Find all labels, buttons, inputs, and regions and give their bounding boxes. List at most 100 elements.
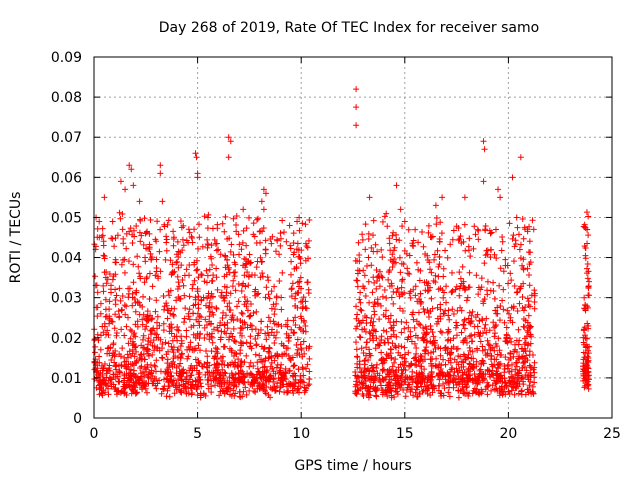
data-point (94, 331, 101, 338)
data-point (407, 388, 414, 395)
data-point (125, 294, 132, 301)
y-axis-label: ROTI / TECUs (8, 192, 24, 284)
data-point (232, 371, 239, 378)
data-point (480, 298, 487, 305)
data-point (431, 337, 438, 344)
data-point (296, 227, 303, 234)
data-point (585, 385, 592, 392)
data-point (453, 223, 460, 230)
data-point (356, 333, 363, 340)
data-point (264, 274, 271, 281)
data-point (368, 262, 375, 269)
data-point (415, 378, 422, 385)
data-point (127, 225, 134, 232)
data-point (226, 300, 233, 307)
data-point (527, 369, 534, 376)
data-point (241, 255, 248, 262)
data-point (271, 339, 278, 346)
data-point (407, 294, 414, 301)
data-point (253, 216, 260, 223)
data-point (422, 287, 429, 294)
data-point (239, 310, 246, 317)
data-point (522, 304, 529, 311)
data-point (221, 273, 228, 280)
data-point (400, 261, 407, 268)
data-point (378, 333, 385, 340)
data-point (496, 317, 503, 324)
data-point (181, 292, 188, 299)
data-point (123, 370, 130, 377)
data-point (271, 311, 278, 318)
data-point (440, 310, 447, 317)
data-point (166, 393, 173, 400)
data-point (232, 287, 239, 294)
data-point (179, 277, 186, 284)
data-point (261, 363, 268, 370)
data-point (192, 296, 199, 303)
data-point (522, 391, 529, 398)
data-point (469, 348, 476, 355)
data-point (437, 352, 444, 359)
data-point (208, 377, 215, 384)
data-point (455, 361, 462, 368)
data-point (525, 386, 532, 393)
data-point-outlier (96, 218, 103, 225)
data-point (243, 242, 250, 249)
data-point (262, 294, 269, 301)
data-point (273, 329, 280, 336)
data-point (477, 338, 484, 345)
data-point-outlier (157, 162, 164, 169)
data-point (215, 327, 222, 334)
data-point (138, 342, 145, 349)
data-point (306, 355, 313, 362)
data-point (410, 316, 417, 323)
data-point (232, 350, 239, 357)
data-point (398, 329, 405, 336)
data-point (291, 362, 298, 369)
data-point (238, 287, 245, 294)
data-point (250, 310, 257, 317)
data-point (427, 392, 434, 399)
data-point (368, 373, 375, 380)
data-point (123, 323, 130, 330)
data-point (415, 266, 422, 273)
data-point (372, 345, 379, 352)
data-point (416, 358, 423, 365)
data-point (196, 322, 203, 329)
data-point (252, 389, 259, 396)
data-point (203, 302, 210, 309)
data-point (299, 298, 306, 305)
data-point (496, 388, 503, 395)
data-point (221, 361, 228, 368)
data-point (485, 341, 492, 348)
data-point (294, 386, 301, 393)
data-point (496, 282, 503, 289)
data-point (222, 213, 229, 220)
data-point (450, 384, 457, 391)
data-point (379, 391, 386, 398)
data-point (426, 266, 433, 273)
data-point (585, 213, 592, 220)
data-point (246, 313, 253, 320)
data-point (438, 362, 445, 369)
data-point (581, 366, 588, 373)
data-point (260, 374, 267, 381)
data-point (229, 372, 236, 379)
data-point (383, 351, 390, 358)
data-point (118, 261, 125, 268)
data-point (413, 318, 420, 325)
data-point (449, 306, 456, 313)
data-point (363, 339, 370, 346)
data-point (433, 221, 440, 228)
data-point (363, 320, 370, 327)
data-point (275, 321, 282, 328)
data-point (178, 389, 185, 396)
data-point (121, 358, 128, 365)
data-point (144, 308, 151, 315)
data-point (501, 369, 508, 376)
data-point (585, 283, 592, 290)
data-point (306, 368, 313, 375)
data-point (111, 352, 118, 359)
data-point (305, 255, 312, 262)
data-point (191, 261, 198, 268)
